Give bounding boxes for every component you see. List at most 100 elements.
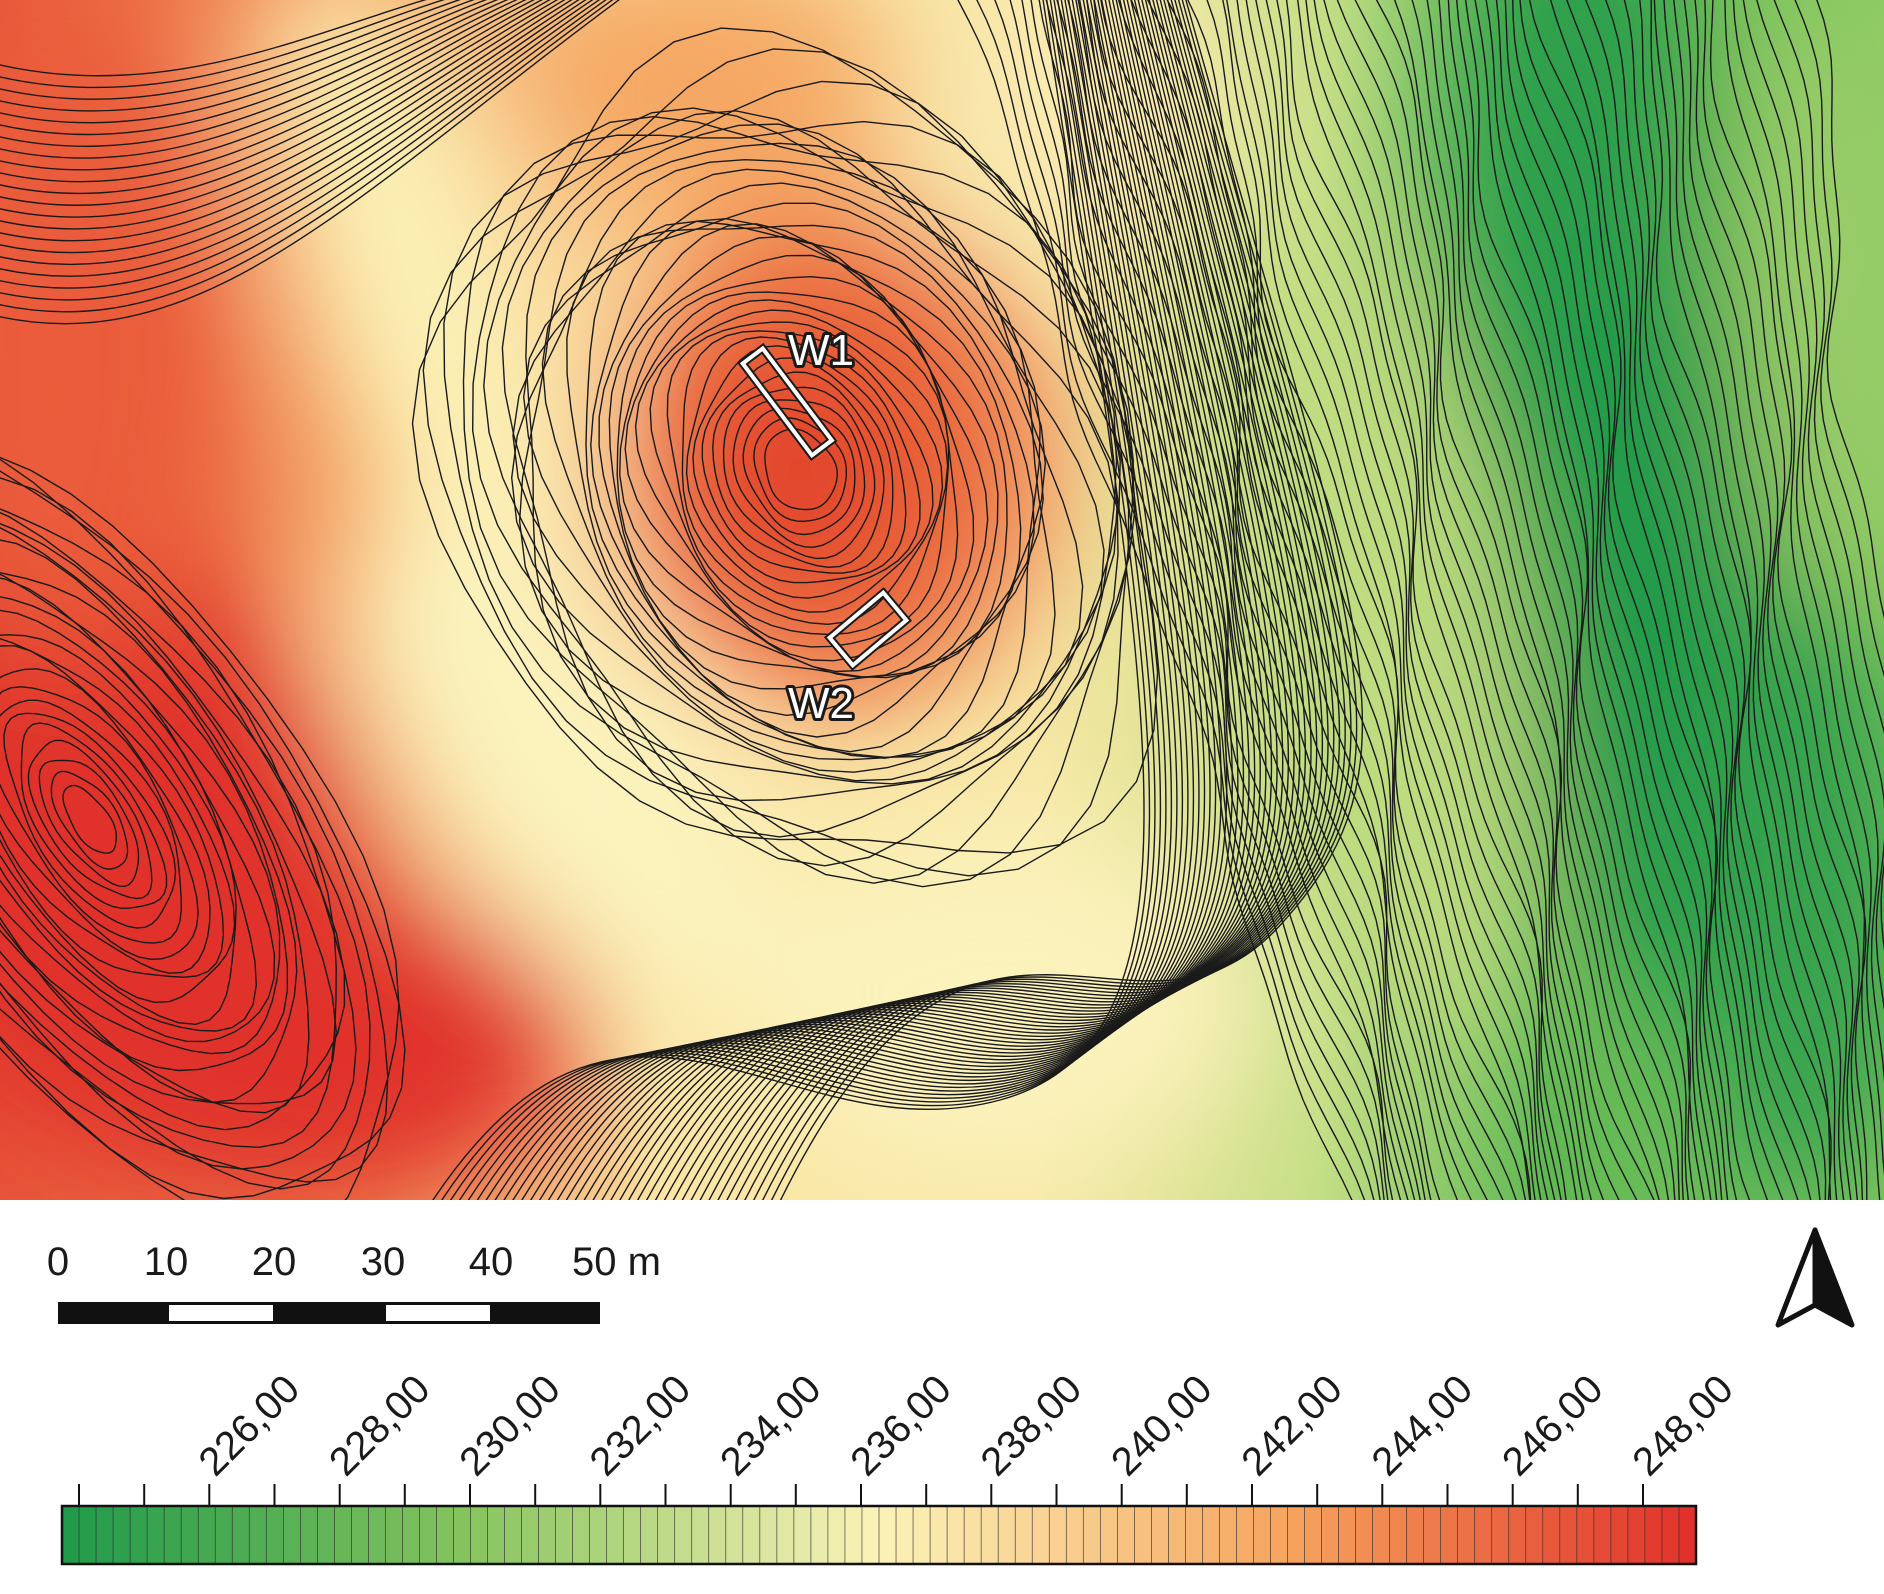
- legend-tick-label: 228,00: [321, 1367, 439, 1485]
- legend-tick-label: 238,00: [973, 1367, 1091, 1485]
- legend-color-step: [163, 1505, 182, 1565]
- legend-color-step: [1508, 1505, 1527, 1565]
- legend-tick-label: 234,00: [712, 1367, 830, 1485]
- contour-line: [0, 0, 427, 77]
- contour-line: [1663, 0, 1838, 1200]
- contour-line: [1009, 0, 1381, 1200]
- legend-color-step: [810, 1505, 829, 1565]
- contour-line: [618, 275, 975, 673]
- legend-color-step: [1082, 1505, 1101, 1565]
- legend-color-step: [1661, 1505, 1680, 1565]
- legend-color-step: [146, 1505, 165, 1565]
- contour-line: [0, 0, 446, 89]
- legend-color-step: [776, 1505, 795, 1565]
- contour-line: [590, 217, 1022, 717]
- legend-color-step: [299, 1505, 319, 1565]
- contour-line: [0, 539, 310, 1114]
- contour-line: [50, 770, 129, 870]
- contour-map-canvas: W1 W2: [0, 0, 1884, 1200]
- legend-color-step: [1185, 1505, 1204, 1565]
- legend-color-step: [1678, 1505, 1697, 1565]
- legend-color-step: [691, 1505, 710, 1565]
- legend-color-step: [419, 1505, 438, 1565]
- contour-line: [0, 0, 488, 124]
- contour-line: [1511, 0, 1729, 1200]
- contour-line: [0, 0, 614, 313]
- contour-line: [1438, 0, 1680, 1200]
- legend-color-step: [1202, 1505, 1221, 1565]
- contour-line: [0, 470, 406, 1200]
- contour-line: [1816, 0, 1884, 620]
- contour-line: [701, 357, 894, 574]
- legend-color-step: [214, 1505, 233, 1565]
- contour-line: [742, 407, 856, 536]
- contour-line: [0, 573, 289, 1072]
- contour-line: [0, 0, 566, 230]
- legend-color-step: [1457, 1505, 1476, 1565]
- contour-line: [1236, 0, 1536, 1200]
- contour-line: [1732, 0, 1884, 1177]
- contour-line: [566, 224, 1044, 753]
- legend-color-step: [129, 1505, 148, 1565]
- contour-line: [771, 0, 1358, 1200]
- legend-canvas: 226,00 228,00 230,00 232,00 234,00 236,00 238,…: [60, 1367, 1742, 1566]
- legend-color-step: [1236, 1505, 1255, 1565]
- trench-w2: W2: [785, 587, 913, 731]
- legend-color-step: [1576, 1505, 1595, 1565]
- contour-line: [753, 0, 1346, 1200]
- legend-color-step: [521, 1505, 540, 1565]
- scale-segment-3: [274, 1302, 385, 1324]
- contour-line: [411, 27, 1159, 854]
- contour-line: [666, 321, 944, 626]
- contour-line: [1694, 0, 1859, 1200]
- legend-frame: [60, 1504, 1698, 1566]
- legend-color-step: [1048, 1505, 1067, 1565]
- contour-line: [0, 0, 499, 136]
- legend-color-step: [997, 1505, 1016, 1565]
- contour-line: [1077, 0, 1421, 1200]
- contour-line: [0, 456, 400, 1200]
- contour-line: [38, 759, 140, 888]
- legend-color-step: [929, 1505, 948, 1565]
- legend-color-step: [963, 1505, 982, 1565]
- contour-line: [0, 0, 475, 112]
- legend-color-step: [1338, 1505, 1357, 1565]
- contour-line: [1605, 0, 1812, 1200]
- legend-color-step: [555, 1505, 574, 1565]
- contour-line: [422, 48, 1135, 877]
- elevation-legend: 226,00 228,00 230,00 232,00 234,00 236,00 238,…: [0, 1340, 1884, 1589]
- contour-line: [1187, 0, 1517, 1200]
- legend-color-step: [1491, 1505, 1510, 1565]
- trench-w2-outline: [826, 589, 910, 669]
- legend-color-step: [180, 1505, 199, 1565]
- legend-color-step: [1423, 1505, 1442, 1565]
- contour-line: [744, 0, 1341, 1200]
- legend-color-step: [453, 1505, 472, 1565]
- contour-line: [1702, 0, 1864, 1200]
- contour-line: [1296, 0, 1578, 1200]
- contour-line: [1336, 0, 1620, 1200]
- elevation-map: W1 W2: [0, 0, 1884, 1200]
- contour-line: [512, 168, 1056, 761]
- legend-color-step: [95, 1505, 114, 1565]
- contour-line: [0, 572, 298, 1104]
- legend-color-step: [1321, 1505, 1340, 1565]
- contour-line: [1504, 0, 1723, 1200]
- legend-color-step: [742, 1505, 761, 1565]
- contour-line: [0, 477, 371, 1190]
- contour-line: [681, 330, 934, 613]
- contour-line: [1245, 0, 1542, 1200]
- contour-line: [726, 0, 1329, 1200]
- contour-line: [1584, 0, 1799, 1200]
- contour-line: [0, 0, 573, 242]
- contour-line: [1393, 0, 1660, 1200]
- contour-line: [0, 699, 182, 944]
- legend-color-step: [895, 1505, 914, 1565]
- legend-tick-label: 246,00: [1494, 1367, 1612, 1485]
- contour-line: [690, 0, 1306, 1200]
- contour-line: [0, 668, 211, 974]
- contour-line: [1566, 0, 1784, 1200]
- legend-color-step: [248, 1505, 267, 1565]
- contour-line: [0, 527, 338, 1105]
- legend-color-step: [861, 1505, 880, 1565]
